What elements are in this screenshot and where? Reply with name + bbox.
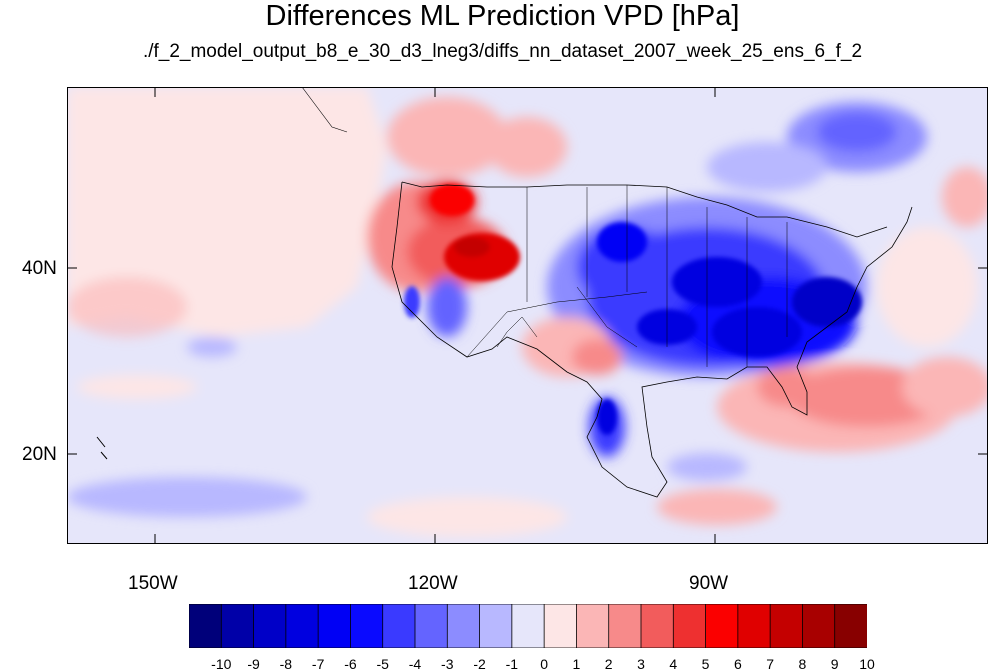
colorbar-tick-label: 9	[830, 656, 839, 672]
colorbar-swatch	[189, 604, 223, 648]
colorbar-tick-label: -4	[408, 656, 422, 672]
colorbar-tick-label: -6	[344, 656, 357, 672]
colorbar-tick-label: 4	[669, 656, 678, 672]
colorbar-tick-label: 7	[766, 656, 775, 672]
colorbar-swatch	[382, 604, 416, 648]
colorbar-tick-label: 3	[637, 656, 645, 672]
colorbar-swatch	[350, 604, 384, 648]
lat-label-20n: 20N	[22, 444, 57, 465]
colorbar	[189, 604, 867, 648]
colorbar-tick-label: -5	[376, 656, 389, 672]
colorbar-tick-label: -7	[311, 656, 325, 672]
colorbar-tick-label: -3	[441, 656, 454, 672]
lon-label-120w: 120W	[408, 573, 458, 594]
colorbar-swatch	[479, 604, 513, 648]
colorbar-swatch	[511, 604, 546, 648]
colorbar-swatch	[608, 604, 642, 648]
colorbar-swatch	[446, 604, 481, 648]
colorbar-swatch	[285, 604, 320, 648]
colorbar-tick-label: 5	[701, 656, 710, 672]
lat-label-40n: 40N	[22, 258, 57, 279]
map-panel	[67, 87, 988, 544]
colorbar-swatch	[802, 604, 836, 648]
lon-label-90w: 90W	[689, 573, 729, 594]
colorbar-swatch	[543, 604, 578, 648]
colorbar-tick-label: -8	[279, 656, 293, 672]
colorbar-tick-label: 1	[572, 656, 581, 672]
colorbar-tick-label: 0	[540, 656, 549, 672]
colorbar-tick-label: 8	[798, 656, 807, 672]
colorbar-tick-label: 6	[733, 656, 742, 672]
colorbar-tick-label: -2	[473, 656, 486, 672]
colorbar-tick-label: 2	[604, 656, 613, 672]
map-subtitle: ./f_2_model_output_b8_e_30_d3_lneg3/diff…	[142, 41, 863, 62]
map-border	[67, 87, 988, 544]
colorbar-swatch	[414, 604, 449, 648]
coastlines	[96, 87, 913, 498]
lon-label-150w: 150W	[128, 573, 178, 594]
colorbar-swatch	[672, 604, 707, 648]
colorbar-swatch	[705, 604, 739, 648]
colorbar-tick-label: -10	[211, 656, 232, 672]
map-title: Differences ML Prediction VPD [hPa]	[265, 0, 740, 32]
colorbar-swatch	[317, 604, 352, 648]
colorbar-swatch	[253, 604, 287, 648]
colorbar-tick-label: -1	[505, 656, 519, 672]
tick-marks	[67, 87, 988, 544]
colorbar-swatch	[834, 604, 867, 648]
colorbar-swatch	[640, 604, 675, 648]
colorbar-swatch	[769, 604, 804, 648]
colorbar-swatch	[220, 604, 255, 648]
colorbar-swatch	[576, 604, 610, 648]
colorbar-tick-label: -9	[247, 656, 260, 672]
colorbar-swatch	[737, 604, 772, 648]
colorbar-tick-label: 10	[859, 656, 875, 672]
